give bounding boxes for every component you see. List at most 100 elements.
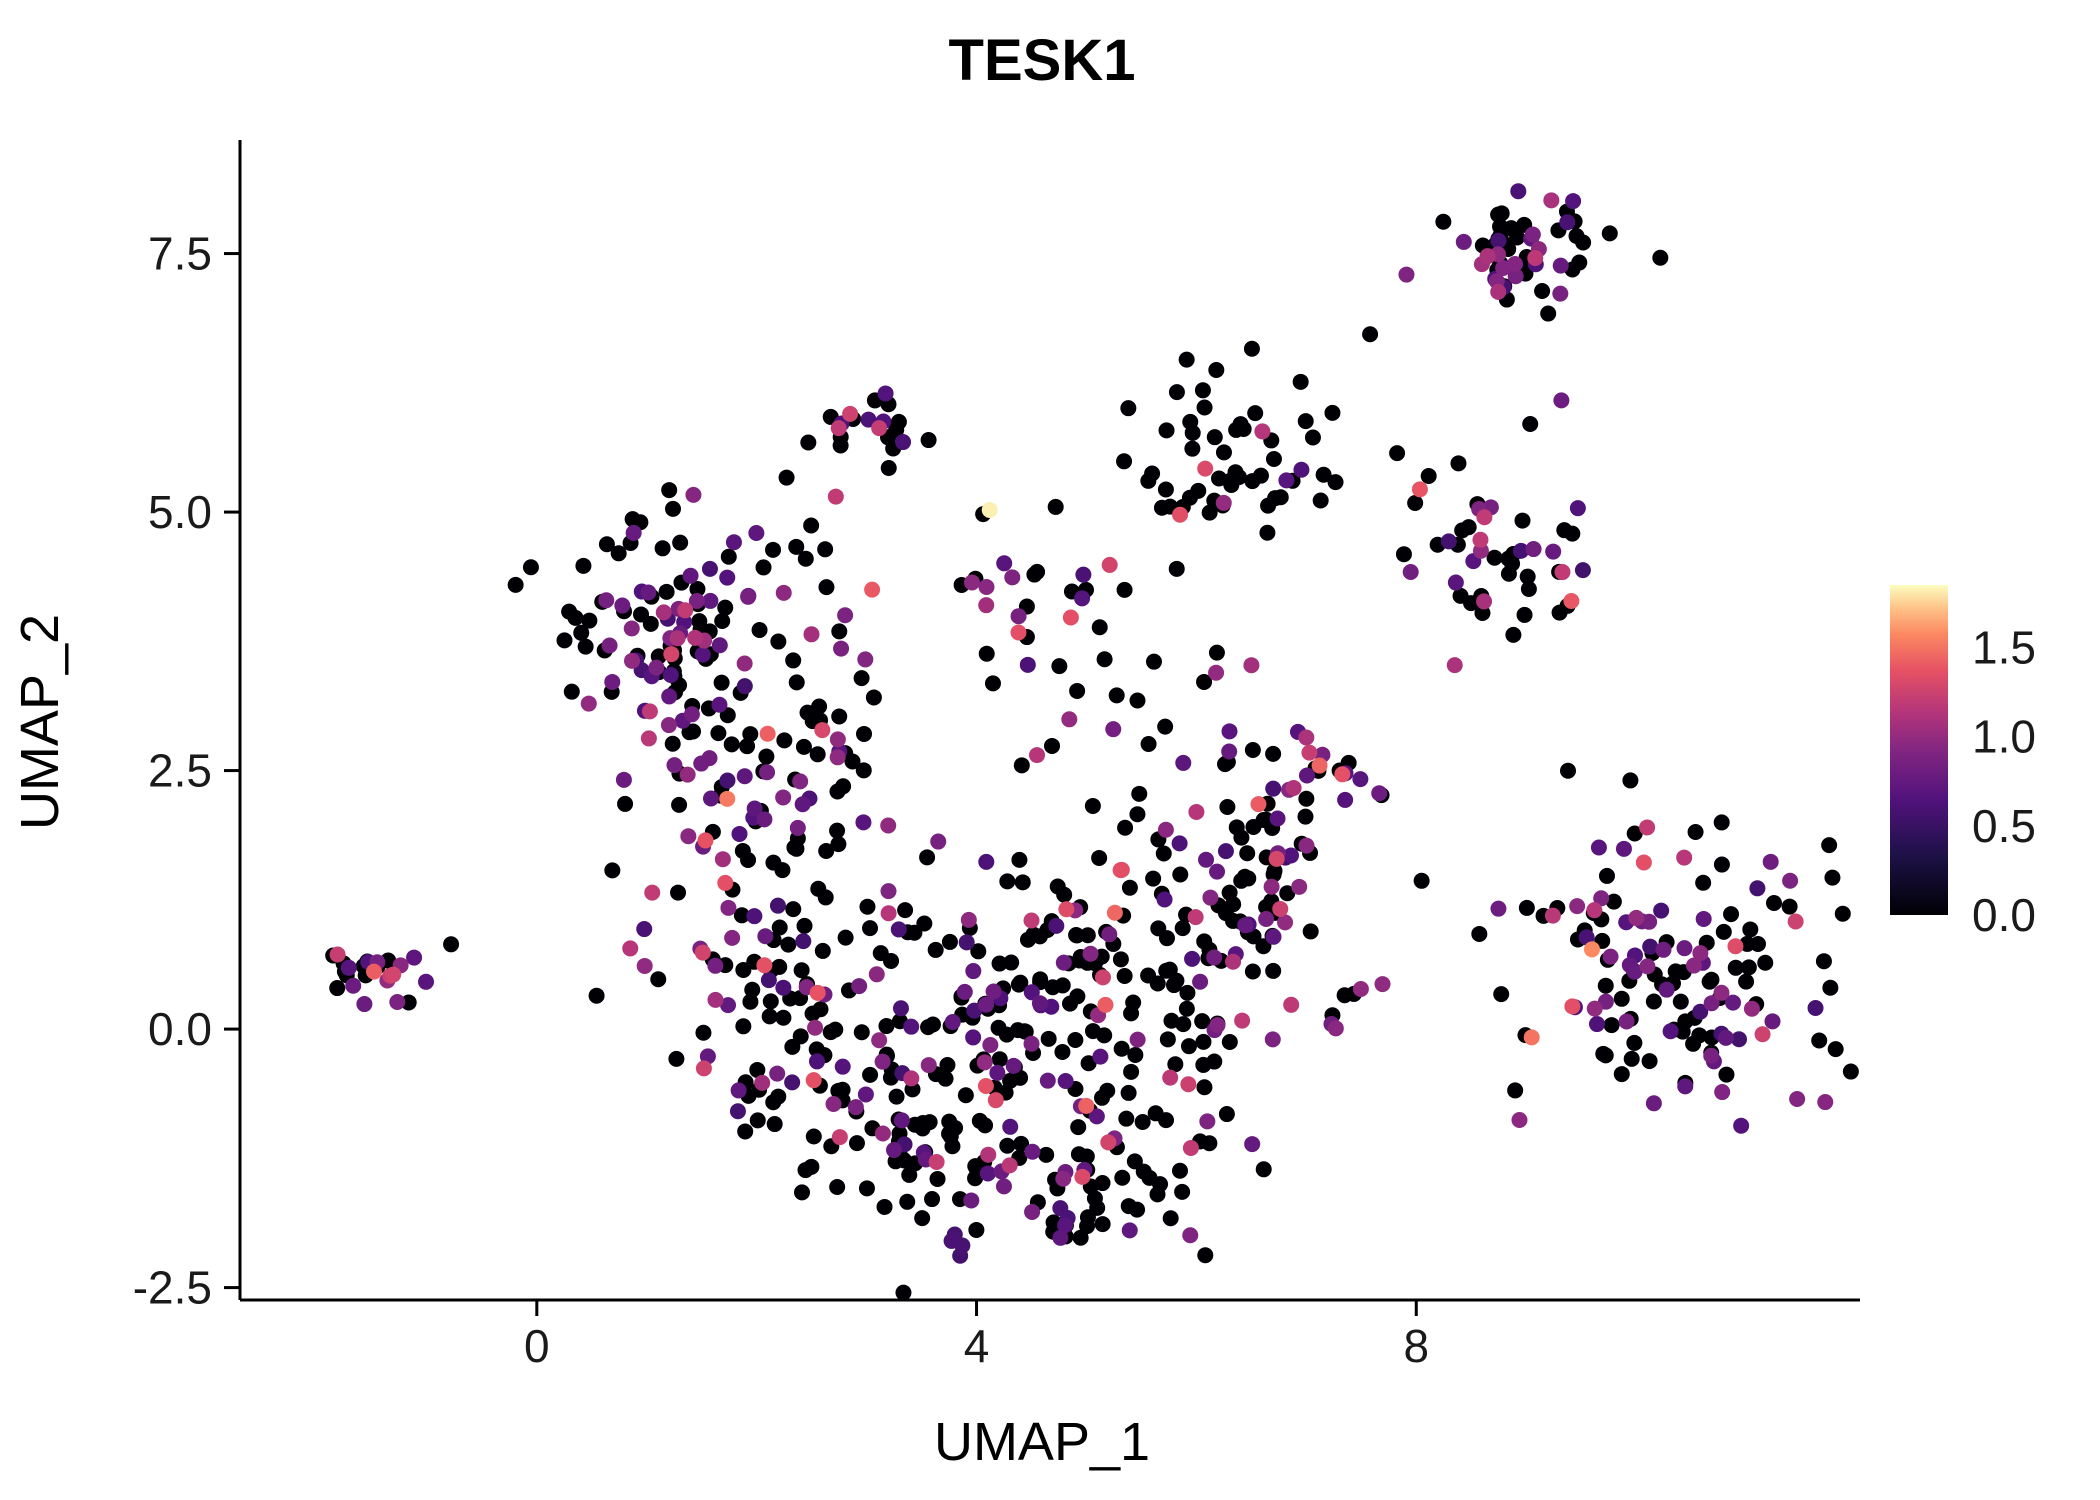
data-point: [1311, 757, 1328, 774]
data-point: [1092, 1048, 1109, 1065]
data-point: [1362, 326, 1379, 343]
data-point: [1244, 742, 1261, 759]
data-point: [1787, 913, 1804, 930]
data-point: [808, 1053, 825, 1070]
data-point: [814, 722, 831, 739]
data-point: [1757, 954, 1774, 971]
data-point: [862, 920, 879, 937]
x-axis-title: UMAP_1: [934, 1412, 1150, 1472]
data-point: [857, 1086, 874, 1103]
data-point: [890, 413, 907, 430]
data-point: [989, 1064, 1006, 1081]
data-point: [937, 1070, 954, 1087]
data-point: [1195, 1056, 1212, 1073]
data-point: [1201, 1135, 1218, 1152]
data-point: [695, 1024, 712, 1041]
data-point: [1187, 909, 1204, 926]
x-tick-label: 0: [524, 1320, 550, 1372]
data-point: [650, 971, 667, 988]
data-point: [956, 983, 973, 1000]
data-point: [965, 963, 982, 980]
y-axis-ticks: -2.5 0.0 2.5 5.0 7.5: [133, 228, 240, 1314]
data-point: [1172, 866, 1189, 883]
data-point: [1192, 973, 1209, 990]
data-point: [658, 583, 675, 600]
data-point: [1527, 250, 1544, 267]
data-point: [1199, 1113, 1216, 1130]
data-point: [1158, 422, 1175, 439]
data-point: [1091, 619, 1108, 636]
data-point: [1615, 840, 1632, 857]
data-point: [1297, 413, 1314, 430]
colorbar-tick-label: 1.0: [1972, 711, 2036, 763]
data-point: [1116, 967, 1133, 984]
data-point: [771, 958, 788, 975]
data-point: [1240, 870, 1257, 887]
data-point: [1298, 790, 1315, 807]
data-point: [1460, 519, 1477, 536]
data-point: [642, 615, 659, 632]
data-point: [636, 921, 653, 938]
data-point: [1067, 1032, 1084, 1049]
data-point: [978, 996, 995, 1013]
data-point: [776, 732, 793, 749]
data-point: [329, 946, 346, 963]
data-point: [1024, 1203, 1041, 1220]
data-point: [1184, 440, 1201, 457]
data-point: [1352, 981, 1369, 998]
data-point: [978, 597, 995, 614]
data-point: [689, 580, 706, 597]
data-point: [1057, 1217, 1074, 1234]
data-point: [735, 961, 752, 978]
data-point: [855, 762, 872, 779]
data-point: [720, 899, 737, 916]
data-point: [785, 901, 802, 918]
data-point: [1471, 925, 1488, 942]
data-point: [1013, 1135, 1030, 1152]
data-point: [1031, 995, 1048, 1012]
data-point: [1088, 1108, 1105, 1125]
data-point: [769, 1065, 786, 1082]
data-point: [862, 1066, 879, 1083]
data-point: [666, 757, 683, 774]
data-point: [830, 420, 847, 437]
data-point: [742, 993, 759, 1010]
data-point: [1626, 1034, 1643, 1051]
data-point: [1250, 796, 1267, 813]
data-point: [1540, 305, 1557, 322]
data-point: [1265, 928, 1282, 945]
data-point: [830, 836, 847, 853]
data-point: [1221, 723, 1238, 740]
data-point: [1298, 767, 1315, 784]
data-point: [1190, 482, 1207, 499]
data-point: [1450, 455, 1467, 472]
data-point: [1175, 754, 1192, 771]
data-point: [759, 764, 776, 781]
data-point: [1131, 785, 1148, 802]
data-point: [688, 593, 705, 610]
data-point: [1563, 593, 1580, 610]
data-point: [1672, 993, 1689, 1010]
data-point: [685, 486, 702, 503]
data-point: [785, 652, 802, 669]
data-point: [943, 1232, 960, 1249]
data-point: [625, 524, 642, 541]
data-point: [1145, 653, 1162, 670]
data-point: [856, 725, 873, 742]
data-point: [1023, 984, 1040, 1001]
data-point: [1593, 890, 1610, 907]
data-point: [1024, 1143, 1041, 1160]
data-point: [1010, 976, 1027, 993]
data-point: [1518, 899, 1535, 916]
data-point: [1217, 843, 1234, 860]
data-point: [1315, 466, 1332, 483]
data-point: [1178, 351, 1195, 368]
data-point: [963, 1192, 980, 1209]
data-point: [1279, 885, 1296, 902]
data-point: [1374, 976, 1391, 993]
data-point: [1407, 495, 1424, 512]
data-point: [660, 717, 677, 734]
data-point: [1545, 543, 1562, 560]
data-point: [329, 980, 346, 997]
data-point: [1516, 606, 1533, 623]
